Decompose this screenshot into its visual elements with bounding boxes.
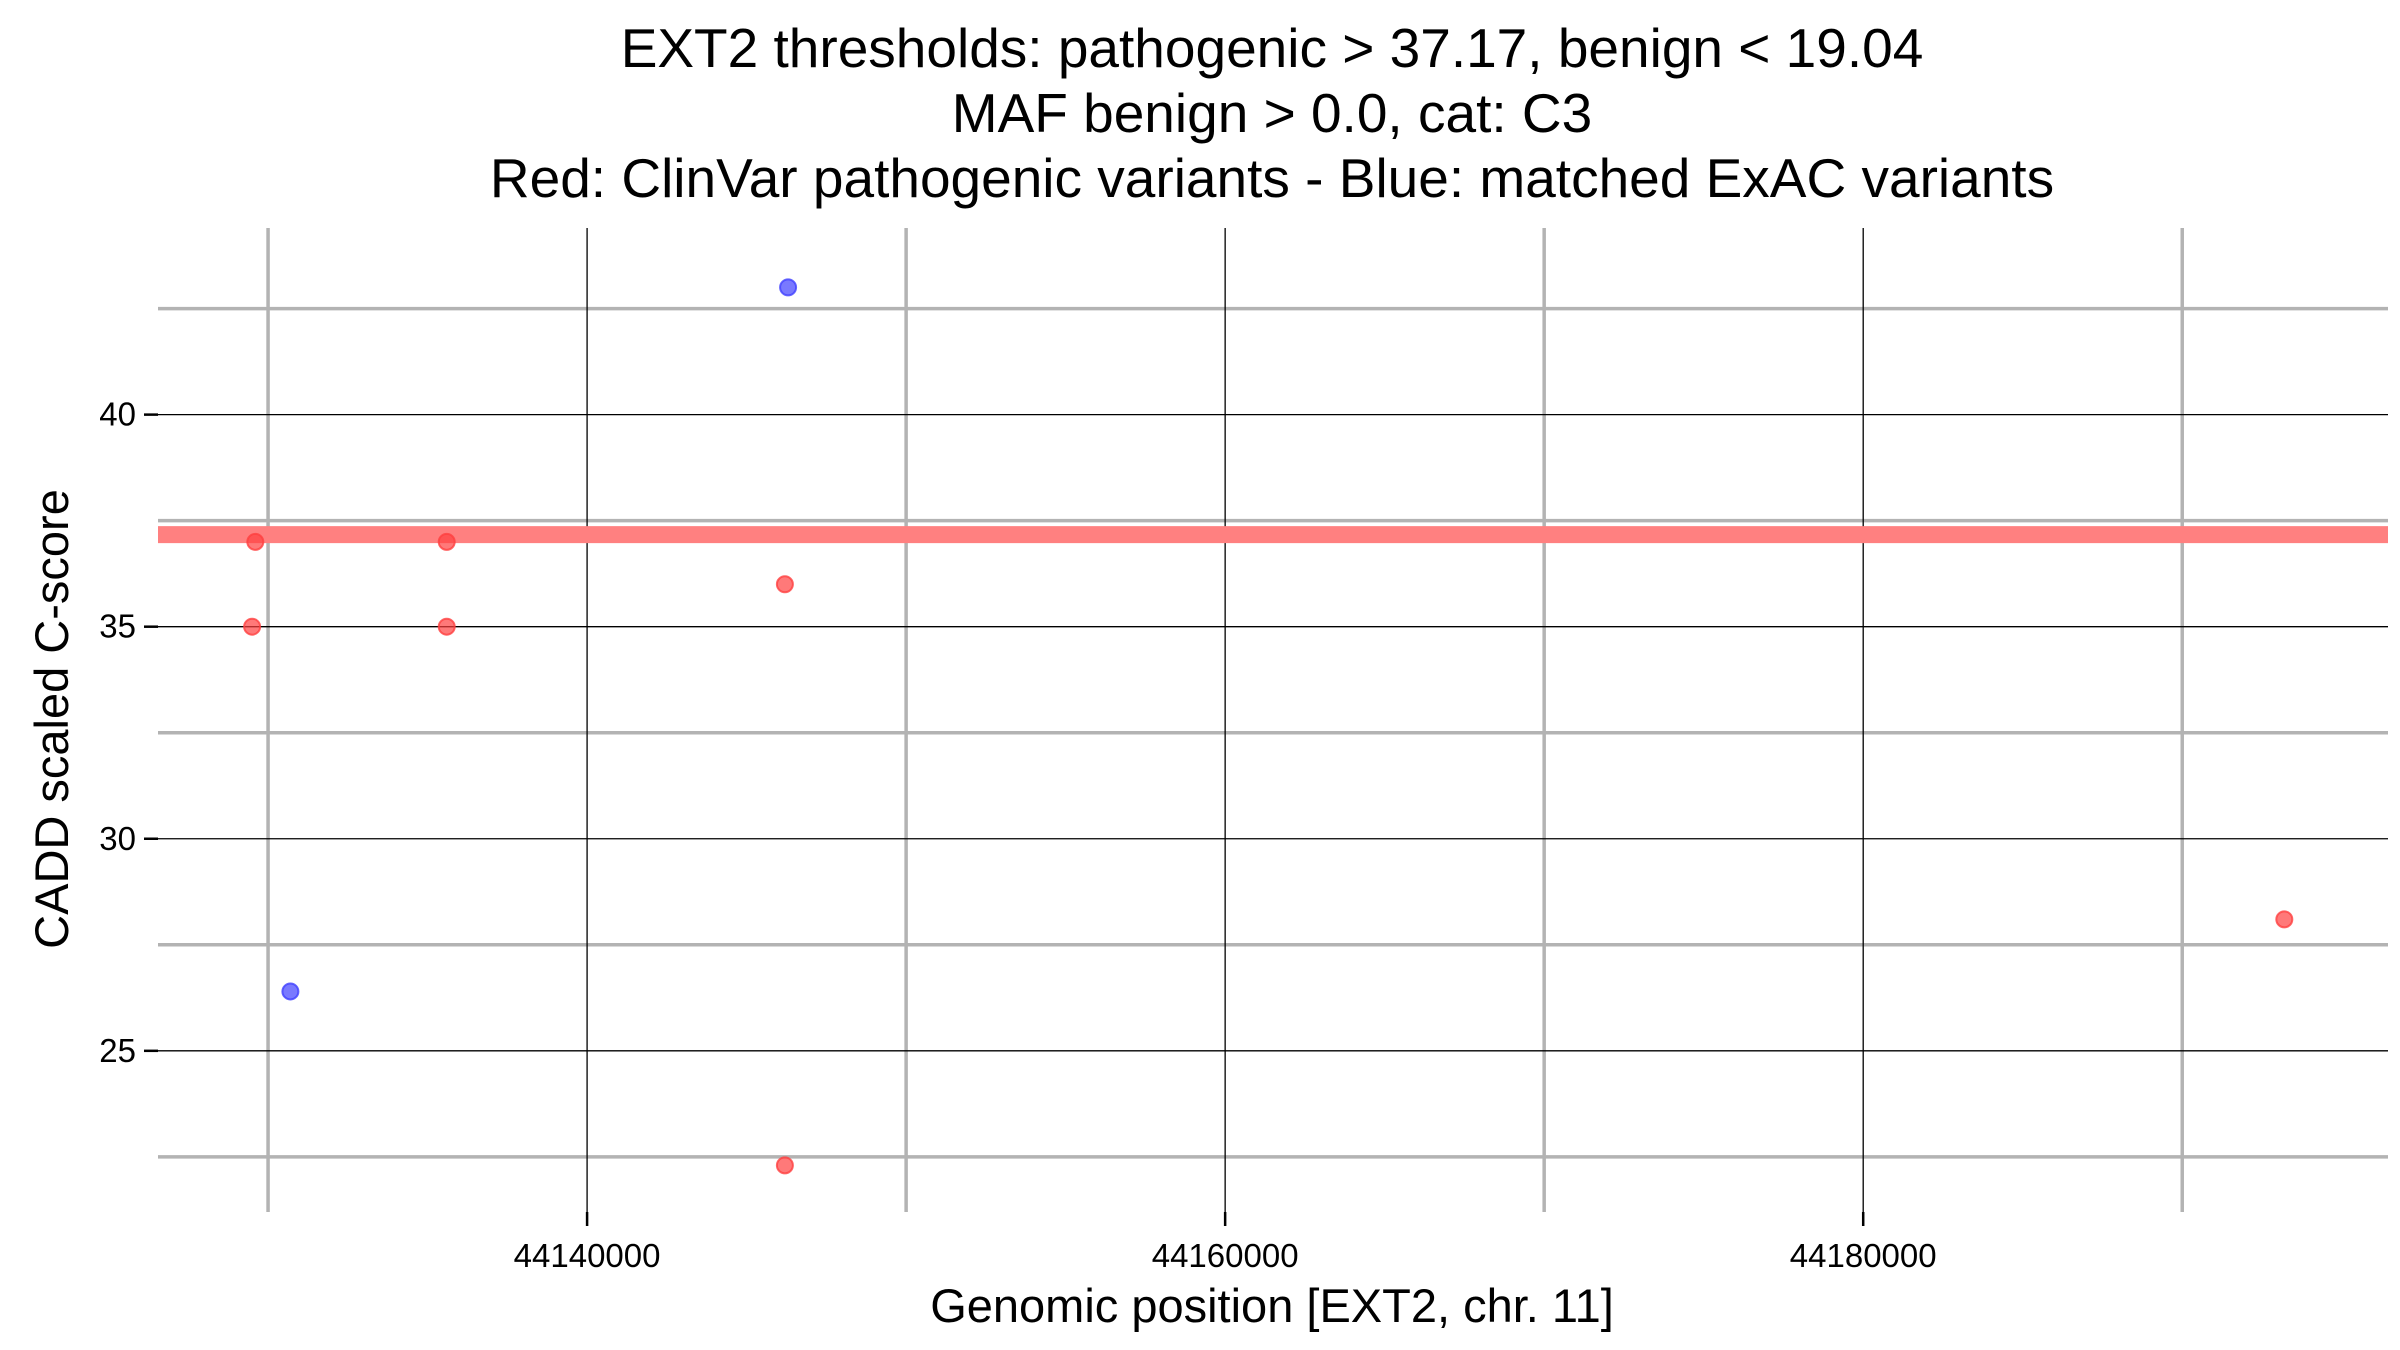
point-series1-0 xyxy=(779,278,798,297)
data-points xyxy=(243,278,2294,1175)
x-tick-label-2: 44180000 xyxy=(1790,1237,1937,1274)
x-tick-label-1: 44160000 xyxy=(1152,1237,1299,1274)
point-series0-1 xyxy=(243,617,262,636)
chart-title-line-2: MAF benign > 0.0, cat: C3 xyxy=(952,82,1592,144)
point-series0-0 xyxy=(246,532,265,551)
point-series1-1 xyxy=(281,982,300,1001)
point-series0-6 xyxy=(2275,910,2294,929)
chart-title-line-3: Red: ClinVar pathogenic variants - Blue:… xyxy=(490,147,2054,209)
x-axis-label: Genomic position [EXT2, chr. 11] xyxy=(930,1279,1614,1332)
y-axis: 25 30 35 40 xyxy=(99,396,158,1069)
point-series0-4 xyxy=(775,575,794,594)
x-axis: 44140000 44160000 44180000 xyxy=(514,1212,1937,1274)
major-gridlines xyxy=(158,228,2388,1212)
y-axis-label: CADD scaled C-score xyxy=(25,489,78,949)
y-tick-label-3: 40 xyxy=(99,396,136,433)
y-tick-label-1: 30 xyxy=(99,820,136,857)
point-series0-3 xyxy=(437,617,456,636)
minor-gridlines xyxy=(158,228,2388,1212)
y-tick-label-0: 25 xyxy=(99,1032,136,1069)
point-series0-2 xyxy=(437,532,456,551)
point-series0-5 xyxy=(775,1156,794,1175)
chart-title: EXT2 thresholds: pathogenic > 37.17, ben… xyxy=(490,17,2054,209)
y-tick-label-2: 35 xyxy=(99,608,136,645)
x-tick-label-0: 44140000 xyxy=(514,1237,661,1274)
chart-title-line-1: EXT2 thresholds: pathogenic > 37.17, ben… xyxy=(621,17,1924,79)
